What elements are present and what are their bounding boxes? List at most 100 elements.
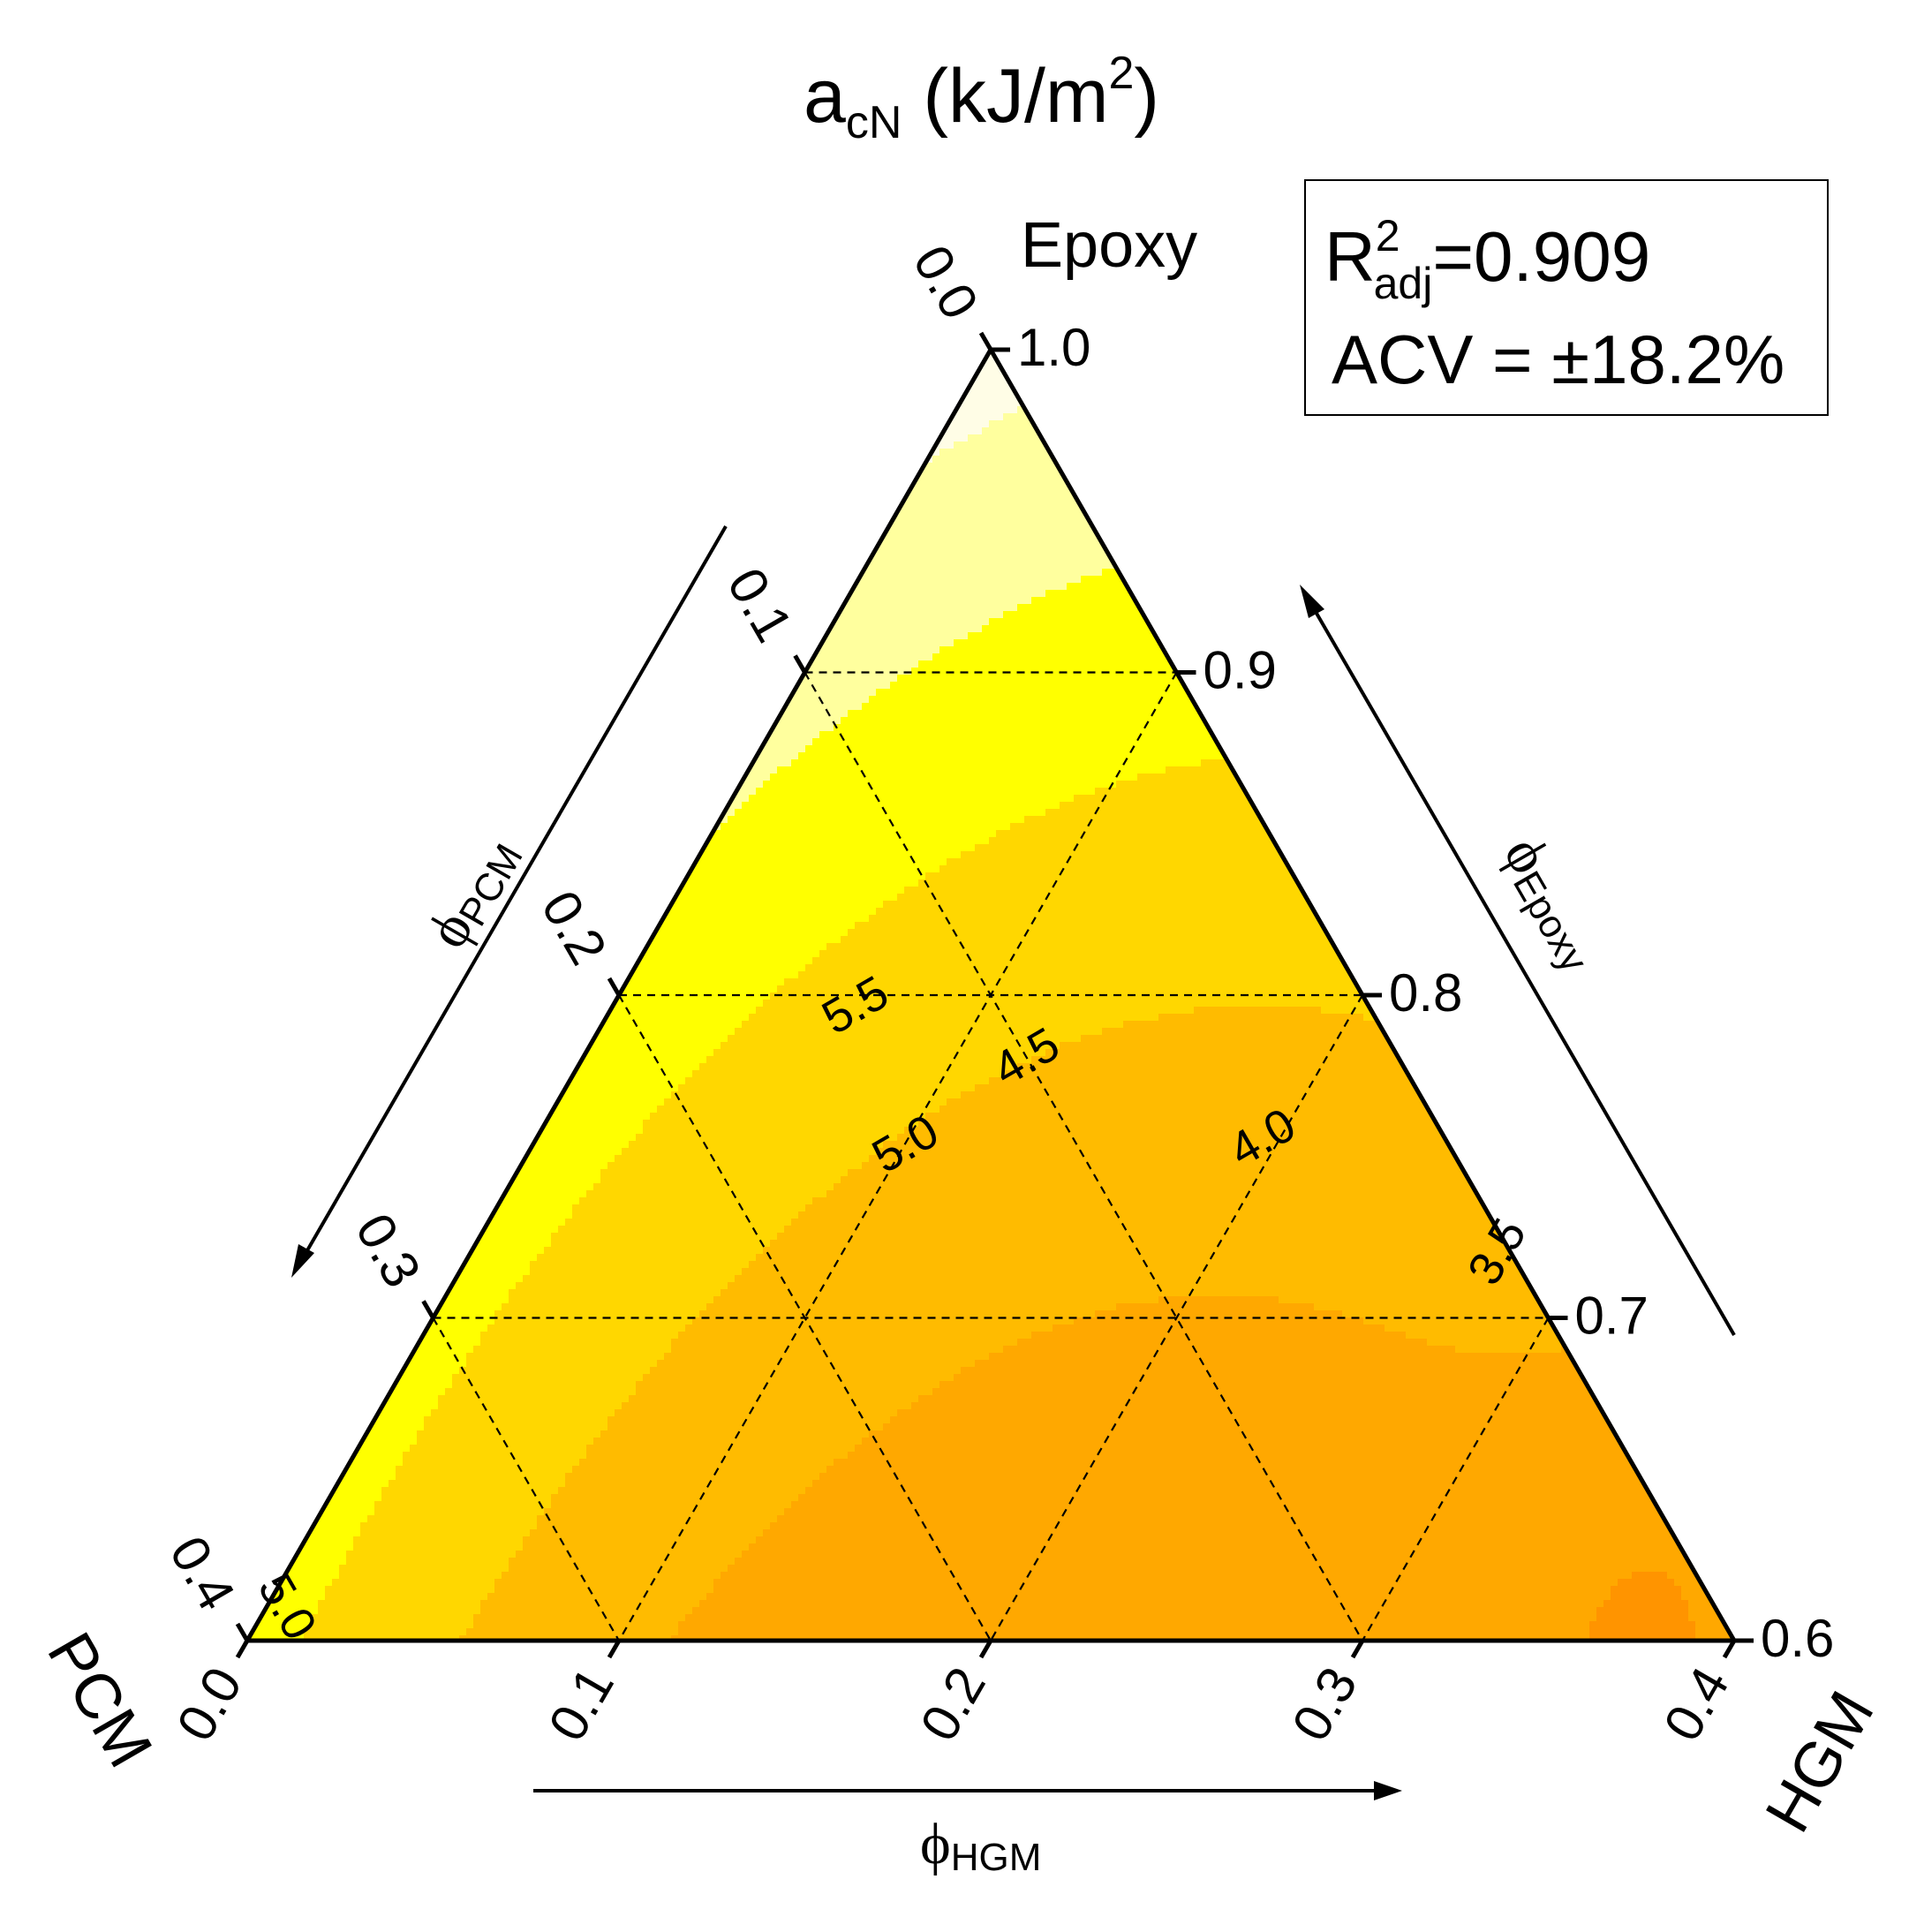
contour-cell bbox=[791, 901, 799, 909]
contour-cell bbox=[876, 823, 884, 831]
contour-cell bbox=[1151, 583, 1159, 591]
contour-cell bbox=[996, 590, 1004, 598]
contour-cell bbox=[1060, 689, 1068, 697]
contour-cell bbox=[925, 533, 933, 541]
contour-cell bbox=[904, 745, 912, 753]
contour-cell bbox=[834, 675, 841, 683]
contour-cell bbox=[756, 802, 764, 810]
contour-cell bbox=[968, 908, 976, 916]
contour-cell bbox=[1045, 583, 1053, 591]
contour-cell bbox=[650, 901, 658, 909]
contour-cell bbox=[848, 717, 856, 725]
contour-cell bbox=[1024, 441, 1032, 449]
contour-cell bbox=[1335, 915, 1343, 923]
contour-cell bbox=[1158, 858, 1166, 866]
contour-cell bbox=[1328, 908, 1336, 916]
contour-cell bbox=[791, 809, 799, 817]
contour-cell bbox=[1271, 851, 1279, 859]
contour-cell bbox=[805, 922, 813, 930]
contour-cell bbox=[826, 752, 834, 760]
contour-cell bbox=[1130, 569, 1138, 577]
contour-cell bbox=[939, 745, 947, 753]
contour-cell bbox=[869, 618, 877, 626]
contour-cell bbox=[1095, 788, 1103, 796]
contour-cell bbox=[1038, 788, 1046, 796]
contour-cell bbox=[1250, 922, 1258, 930]
contour-cell bbox=[897, 540, 905, 548]
contour-cell bbox=[1264, 929, 1272, 937]
contour-cell bbox=[1144, 682, 1152, 690]
contour-cell bbox=[1053, 420, 1060, 428]
contour-cell bbox=[911, 463, 919, 471]
contour-cell bbox=[1053, 851, 1060, 859]
contour-cell bbox=[1053, 872, 1060, 880]
contour-cell bbox=[982, 682, 990, 690]
contour-cell bbox=[1102, 505, 1110, 513]
contour-cell bbox=[1151, 668, 1159, 675]
contour-cell bbox=[841, 788, 849, 796]
contour-cell bbox=[989, 385, 997, 393]
contour-cell bbox=[1031, 901, 1039, 909]
contour-cell bbox=[890, 696, 898, 704]
contour-cell bbox=[1166, 745, 1173, 753]
contour-cell bbox=[1074, 477, 1082, 485]
contour-cell bbox=[784, 929, 792, 937]
contour-cell bbox=[1102, 809, 1110, 817]
contour-cell bbox=[812, 774, 820, 781]
contour-cell bbox=[1031, 887, 1039, 894]
contour-cell bbox=[890, 668, 898, 675]
contour-cell bbox=[812, 809, 820, 817]
contour-cell bbox=[1003, 576, 1011, 584]
contour-cell bbox=[1173, 788, 1181, 796]
contour-cell bbox=[834, 788, 841, 796]
contour-cell bbox=[770, 731, 778, 739]
contour-cell bbox=[947, 434, 954, 442]
contour-cell bbox=[1130, 604, 1138, 612]
contour-cell bbox=[1095, 809, 1103, 817]
contour-cell bbox=[1088, 533, 1096, 541]
contour-cell bbox=[1300, 915, 1308, 923]
contour-cell bbox=[932, 505, 940, 513]
contour-cell bbox=[961, 611, 969, 619]
contour-cell bbox=[749, 936, 757, 944]
contour-cell bbox=[989, 491, 997, 499]
contour-cell bbox=[876, 562, 884, 570]
contour-cell bbox=[1095, 844, 1103, 852]
contour-cell bbox=[1144, 915, 1152, 923]
contour-cell bbox=[1229, 745, 1237, 753]
contour-cell bbox=[989, 639, 997, 647]
contour-cell bbox=[911, 802, 919, 810]
contour-cell bbox=[961, 837, 969, 845]
contour-cell bbox=[1003, 710, 1011, 718]
contour-cell bbox=[925, 703, 933, 711]
contour-cell bbox=[1067, 696, 1075, 704]
contour-cell bbox=[1123, 590, 1131, 598]
contour-cell bbox=[1038, 823, 1046, 831]
contour-cell bbox=[826, 788, 834, 796]
contour-cell bbox=[770, 943, 778, 951]
contour-cell bbox=[904, 879, 912, 887]
contour-cell bbox=[763, 823, 771, 831]
contour-cell bbox=[826, 781, 834, 789]
contour-cell bbox=[1024, 682, 1032, 690]
contour-cell bbox=[1173, 774, 1181, 781]
contour-cell bbox=[1229, 901, 1237, 909]
contour-cell bbox=[904, 823, 912, 831]
contour-cell bbox=[1031, 759, 1039, 767]
contour-cell bbox=[1130, 922, 1138, 930]
contour-cell bbox=[1074, 795, 1082, 803]
contour-cell bbox=[1088, 611, 1096, 619]
contour-cell bbox=[841, 653, 849, 661]
contour-cell bbox=[819, 894, 827, 902]
contour-cell bbox=[932, 675, 940, 683]
contour-cell bbox=[1081, 540, 1089, 548]
contour-cell bbox=[770, 844, 778, 852]
contour-cell bbox=[1314, 851, 1322, 859]
contour-cell bbox=[890, 936, 898, 944]
contour-cell bbox=[1081, 851, 1089, 859]
contour-cell bbox=[1045, 795, 1053, 803]
contour-cell bbox=[1187, 639, 1195, 647]
contour-cell bbox=[848, 816, 856, 824]
contour-cell bbox=[1017, 936, 1025, 944]
contour-cell bbox=[918, 625, 926, 633]
